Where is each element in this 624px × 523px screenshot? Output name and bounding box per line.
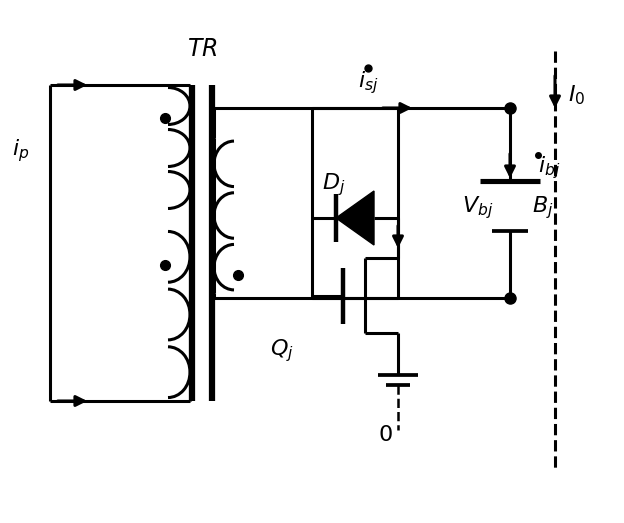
Text: $I_0$: $I_0$ — [568, 83, 585, 107]
Text: $i_p$: $i_p$ — [12, 138, 29, 164]
Text: $D_j$: $D_j$ — [322, 172, 346, 198]
Text: $B_j$: $B_j$ — [532, 195, 553, 221]
Text: $TR$: $TR$ — [187, 38, 217, 61]
Text: $i_{bj}$: $i_{bj}$ — [538, 155, 560, 181]
Text: $V_{bj}$: $V_{bj}$ — [462, 195, 494, 221]
Polygon shape — [336, 191, 374, 245]
Text: $Q_j$: $Q_j$ — [270, 338, 294, 365]
Text: $i_{sj}$: $i_{sj}$ — [358, 70, 378, 96]
Text: $0$: $0$ — [378, 424, 392, 446]
